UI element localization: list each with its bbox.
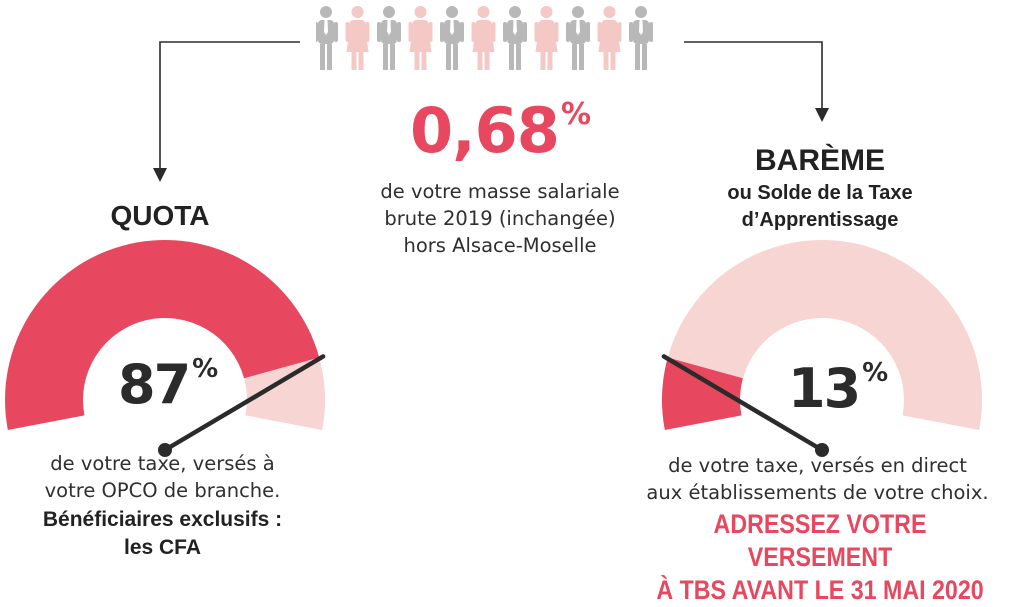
man-icon [377, 6, 401, 70]
quota-beneficiaries: Bénéficiaires exclusifs : les CFA [0, 506, 325, 562]
bareme-gauge-needle [661, 354, 825, 453]
gauges [4, 239, 982, 457]
quota-title: QUOTA [110, 200, 210, 231]
center-description: de votre masse salariale brute 2019 (inc… [330, 178, 670, 259]
man-icon [440, 6, 464, 70]
deadline-call-to-action: ADRESSEZ VOTRE VERSEMENT À TBS AVANT LE … [644, 508, 997, 607]
center-rate-value: 0,68 [409, 94, 560, 167]
man-icon [316, 6, 338, 70]
quota-unit: % [192, 354, 219, 384]
bareme-unit: % [862, 358, 889, 388]
center-rate-unit: % [560, 97, 591, 132]
bareme-gauge-filled-arc [662, 357, 743, 430]
quota-gauge-needle-pivot [158, 443, 172, 457]
quota-gauge-filled-arc [4, 239, 320, 430]
center-desc-line: de votre masse salariale [380, 180, 620, 203]
connector-arrows [153, 41, 829, 182]
bareme-gauge-remaining-arc [667, 240, 982, 430]
man-icon [503, 6, 527, 70]
woman-icon [597, 6, 622, 70]
cta-line: ADRESSEZ VOTRE VERSEMENT [713, 509, 927, 572]
man-icon [629, 6, 653, 70]
man-icon [566, 6, 590, 70]
left-connector-line [159, 41, 300, 172]
quota-percentage: 87% [118, 356, 218, 412]
bareme-value: 13 [788, 357, 861, 420]
quota-gauge-needle [162, 354, 326, 453]
quota-description: de votre taxe, versés à votre OPCO de br… [0, 450, 325, 504]
center-desc-line: hors Alsace-Moselle [403, 234, 597, 257]
people-row-icon [316, 6, 653, 70]
quota-bold-line: Bénéficiaires exclusifs : [42, 508, 283, 531]
right-connector-line [684, 41, 823, 112]
bareme-title: BARÈME [754, 144, 885, 177]
left-arrowhead-icon [153, 168, 167, 182]
quota-bold-line: les CFA [123, 536, 202, 559]
bareme-desc-line: de votre taxe, versés en direct [668, 454, 967, 477]
quota-gauge-remaining-arc [244, 357, 325, 430]
bareme-description: de votre taxe, versés en direct aux étab… [610, 452, 1024, 506]
bareme-desc-line: aux établissements de votre choix. [646, 481, 989, 504]
woman-icon [471, 6, 496, 70]
quota-value: 87 [118, 353, 191, 416]
bareme-gauge-needle-pivot [815, 443, 829, 457]
quota-desc-line: de votre taxe, versés à [50, 452, 275, 475]
woman-icon [534, 6, 559, 70]
center-rate: 0,68% [350, 100, 650, 162]
cta-line: À TBS AVANT LE 31 MAI 2020 [656, 575, 984, 605]
center-desc-line: brute 2019 (inchangée) [384, 207, 616, 230]
bareme-subtitle: ou Solde de la Taxe d’Apprentissage [680, 180, 960, 234]
right-arrowhead-icon [815, 108, 829, 122]
bareme-subtitle-line: ou Solde de la Taxe [727, 182, 913, 204]
quota-desc-line: votre OPCO de branche. [44, 479, 281, 502]
bareme-subtitle-line: d’Apprentissage [741, 209, 899, 231]
woman-icon [345, 6, 370, 70]
bareme-percentage: 13% [788, 360, 888, 416]
woman-icon [408, 6, 433, 70]
